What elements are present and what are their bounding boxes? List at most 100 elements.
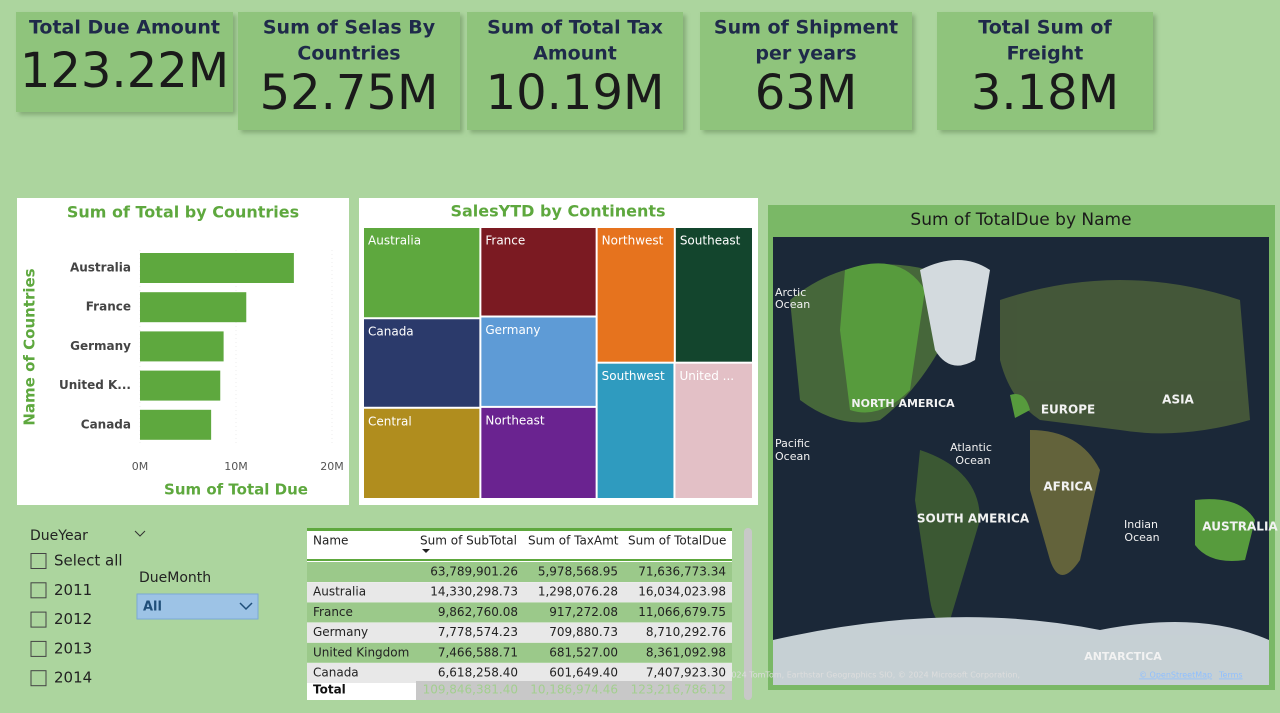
map-title: Sum of TotalDue by Name: [910, 210, 1131, 230]
table-cell: Canada: [313, 666, 359, 680]
kpi-title: Sum of Total Tax: [487, 17, 663, 39]
table-header[interactable]: Name: [313, 534, 348, 548]
table-total: 10,186,974.46: [530, 683, 618, 697]
land: [1030, 430, 1100, 575]
kpi-value: 52.75M: [260, 65, 439, 121]
treemap-tile[interactable]: [675, 363, 752, 498]
kpi-value: 10.19M: [486, 65, 665, 121]
chart-title: Sum of Total by Countries: [67, 203, 299, 222]
bar[interactable]: [140, 331, 224, 362]
tile-label: Canada: [368, 325, 414, 339]
kpi-title: per years: [755, 43, 856, 65]
checkbox[interactable]: [30, 582, 47, 599]
chevron[interactable]: [239, 602, 253, 611]
table-cell: 8,361,092.98: [646, 645, 726, 659]
checkbox-label[interactable]: Select all: [54, 552, 123, 570]
table-cell: 681,527.00: [549, 645, 618, 659]
treemap-tile[interactable]: [364, 319, 480, 407]
kpi-title: Freight: [1007, 43, 1084, 65]
map-link[interactable]: © OpenStreetMap: [1139, 671, 1212, 680]
kpi-title: Sum of Selas By: [263, 17, 436, 39]
table-row: [307, 602, 732, 623]
checkbox[interactable]: [30, 670, 47, 687]
tile-label: Northwest: [602, 234, 664, 248]
checkbox-label[interactable]: 2013: [54, 639, 92, 657]
checkbox-label[interactable]: 2011: [54, 581, 92, 599]
bar[interactable]: [140, 370, 221, 401]
land: [920, 260, 990, 366]
checkbox[interactable]: [30, 553, 47, 569]
x-tick-label: 20M: [320, 460, 344, 473]
map-label: SOUTH AMERICA: [917, 512, 1030, 526]
kpi-title: Sum of Shipment: [714, 17, 898, 39]
treemap-tile[interactable]: [597, 228, 674, 362]
table-cell: 71,636,773.34: [638, 565, 726, 579]
checkbox[interactable]: [30, 640, 47, 657]
treemap-tile[interactable]: [597, 363, 674, 498]
table-cell: 7,778,574.23: [438, 625, 518, 639]
table-cell: United Kingdom: [313, 645, 409, 659]
table-cell: 63,789,901.26: [430, 565, 518, 579]
kpi-title: Countries: [297, 43, 400, 65]
table-cell: 7,466,588.71: [438, 645, 518, 659]
treemap-tile[interactable]: [675, 228, 752, 362]
checkbox-label[interactable]: 2014: [54, 669, 92, 687]
land: [1195, 499, 1255, 561]
table-header[interactable]: Sum of SubTotal: [420, 534, 517, 548]
map-label: Ocean: [775, 298, 810, 311]
table-cell: France: [313, 605, 353, 619]
table-header[interactable]: Sum of TaxAmt: [528, 534, 619, 548]
chevron[interactable]: [134, 530, 146, 537]
table-cell: 601,649.40: [549, 666, 618, 680]
table-row: [307, 642, 732, 663]
treemap-tile[interactable]: [481, 407, 596, 498]
map-label: Atlantic: [950, 441, 992, 454]
tile-label: Central: [368, 414, 412, 428]
treemap-tile[interactable]: [481, 228, 596, 316]
kpi-card: [467, 12, 683, 130]
kpi-card: [700, 12, 912, 130]
table-cell: 5,978,568.95: [538, 565, 618, 579]
land: [773, 617, 1269, 685]
table-cell: 9,862,760.08: [438, 605, 518, 619]
tile-label: Southwest: [602, 369, 665, 383]
map-label: AUSTRALIA: [1202, 520, 1278, 534]
land: [1010, 394, 1030, 418]
dropdown[interactable]: [136, 593, 259, 620]
tile-label: United ...: [679, 369, 734, 383]
bar[interactable]: [140, 292, 247, 323]
kpi-title: Amount: [533, 43, 617, 65]
map-label: EUROPE: [1041, 403, 1095, 417]
table-cell: 6,618,258.40: [438, 666, 518, 680]
land: [1000, 280, 1250, 434]
map-label: Pacific: [775, 437, 810, 450]
treemap-tile[interactable]: [364, 408, 480, 498]
table-cell: 917,272.08: [549, 605, 618, 619]
scrollbar[interactable]: [744, 528, 752, 700]
bar[interactable]: [140, 409, 212, 440]
y-axis-title: Name of Countries: [21, 268, 39, 425]
table-row: [307, 582, 732, 603]
dropdown-value[interactable]: All: [143, 600, 162, 615]
table-total: Total: [313, 683, 346, 697]
table-header[interactable]: Sum of TotalDue: [628, 534, 726, 548]
table-cell: Australia: [313, 585, 366, 599]
table-cell: 11,066,679.75: [638, 605, 726, 619]
map-label: NORTH AMERICA: [851, 397, 955, 410]
map-terms[interactable]: Terms: [1218, 671, 1243, 680]
table-cell: 709,880.73: [549, 625, 618, 639]
x-tick-label: 0M: [132, 460, 149, 473]
checkbox-label[interactable]: 2012: [54, 610, 92, 628]
table-total: 109,846,381.40: [423, 683, 518, 697]
total-row: [416, 681, 732, 700]
map-label: AFRICA: [1043, 480, 1093, 494]
treemap-tile[interactable]: [364, 228, 480, 318]
y-tick-label: Germany: [70, 339, 131, 353]
checkbox[interactable]: [30, 611, 47, 628]
sort-arrow: [422, 549, 430, 553]
treemap-tile[interactable]: [481, 317, 596, 406]
bar[interactable]: [140, 253, 294, 283]
table-cell: 1,298,076.28: [538, 585, 618, 599]
